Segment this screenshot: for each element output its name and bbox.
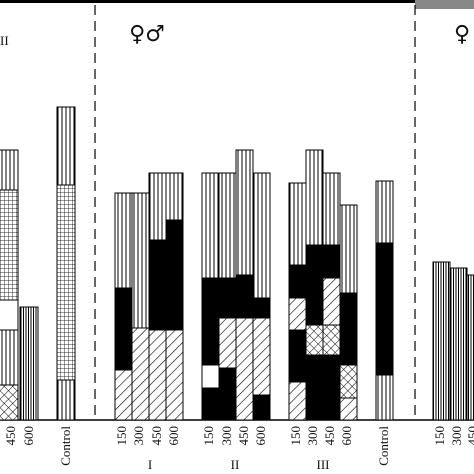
bar-segment [56,379,76,421]
top-border [0,0,474,3]
bar-segment [288,381,307,421]
bar-segment [322,324,341,356]
sex-symbol: ♀ [454,22,470,47]
bar-segment [252,394,271,421]
group-label: II [0,33,9,48]
bar-segment [449,267,468,421]
dose-label: 300 [449,426,464,446]
bar-segment [201,387,220,421]
dose-label: 450 [465,426,474,446]
dose-label: 150 [288,426,303,446]
bar-segment [114,287,133,371]
bar-segment [322,354,341,421]
dose-label: 150 [201,426,216,446]
bar-segment [114,369,133,421]
bar-segment [288,264,307,299]
bar-segment [165,172,184,221]
dose-label: 300 [131,426,146,446]
bar-segment [466,274,474,421]
bar-segment [131,327,150,421]
bar-segment [148,239,167,331]
bar-segment [235,274,254,319]
bar-segment [322,172,341,246]
bar-segment [288,182,307,266]
bar-segment [375,242,394,376]
dose-label: 150 [114,426,129,446]
bars [0,106,474,421]
group-label: III [317,457,330,472]
bar-segment [56,184,76,381]
bar-segment [339,292,358,366]
bar-segment [0,189,19,301]
bar-segment [165,329,184,421]
bar-segment [305,149,324,246]
bar-segment [201,172,220,279]
bar-segment [322,244,341,279]
dose-label: 450 [322,426,337,446]
bar-segment [305,244,324,326]
bar-segment [0,384,19,421]
dose-label: 300 [305,426,320,446]
bar-segment [375,180,394,244]
dose-label: 150 [432,426,447,446]
bar-segment [375,374,394,421]
bar-segment [218,277,237,319]
bar-segment [201,364,220,389]
bar-segment [305,324,324,356]
bar-segment [252,172,271,299]
bar-segment [201,277,220,366]
bar-segment [0,149,19,191]
bar-segment [252,297,271,319]
bar-segment [288,297,307,331]
bar-segment [218,172,237,279]
dose-label: 450 [149,426,164,446]
group-label: I [148,457,152,472]
bar-segment [148,329,167,421]
sex-symbol: ♀♂ [129,22,165,47]
bar-segment [305,354,324,421]
dose-label: 450 [236,426,251,446]
bar-segment [339,397,358,421]
bar-segment [288,329,307,383]
dose-label: 600 [339,426,354,446]
bar-segment [235,149,254,276]
dose-label: 300 [219,426,234,446]
bar-segment [322,277,341,326]
bar-segment [19,306,39,421]
control-label: Control [58,426,73,466]
bar-segment [252,317,271,396]
bar-segment [339,364,358,399]
bar-segment [218,367,237,421]
bar-segment [0,329,19,386]
bar-segment [165,219,184,331]
bar-segment [0,299,19,331]
bar-segment [432,261,451,421]
dose-label: 600 [21,426,36,446]
dose-label: 450 [3,426,18,446]
bar-segment [56,106,76,186]
group-label: II [231,457,240,472]
control-label: Control [376,426,391,466]
top-shade [415,0,474,9]
bar-segment [131,192,150,329]
dose-label: 600 [166,426,181,446]
bar-segment [339,204,358,294]
bar-segment [235,317,254,421]
bar-segment [148,172,167,241]
bar-segment [218,317,237,369]
dose-label: 600 [253,426,268,446]
bar-segment [114,192,133,289]
